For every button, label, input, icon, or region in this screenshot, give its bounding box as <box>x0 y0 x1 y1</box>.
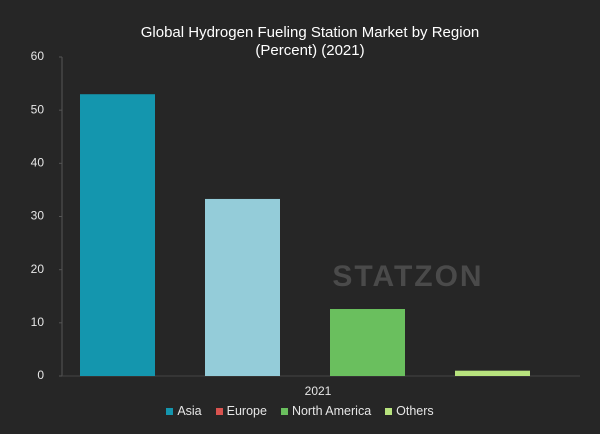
legend-item: Asia <box>166 404 202 418</box>
y-tick-label: 60 <box>31 49 45 63</box>
legend-label: North America <box>291 404 372 418</box>
y-tick-label: 30 <box>31 209 45 223</box>
legend-swatch <box>280 407 288 415</box>
watermark: STATZON <box>332 260 483 293</box>
legend-label: Asia <box>177 404 202 418</box>
x-tick-label: 2021 <box>305 384 332 398</box>
legend-swatch <box>166 407 174 415</box>
bar <box>330 309 405 376</box>
legend-item: North America <box>280 404 372 418</box>
y-tick-label: 10 <box>31 315 45 329</box>
legend-item: Others <box>385 404 434 418</box>
chart-title: Global Hydrogen Fueling Station Market b… <box>140 24 480 59</box>
legend-swatch <box>385 407 393 415</box>
y-tick-label: 0 <box>37 368 44 382</box>
bar <box>205 198 280 376</box>
y-tick-label: 50 <box>31 102 45 116</box>
bar <box>455 370 530 376</box>
legend-item: Europe <box>215 404 267 418</box>
legend-label: Europe <box>226 404 267 418</box>
bar <box>80 94 155 376</box>
y-tick-label: 20 <box>31 262 45 276</box>
legend-swatch <box>215 407 223 415</box>
legend: Asia Europe North America Others <box>0 404 600 418</box>
legend-label: Others <box>396 404 434 418</box>
y-tick-label: 40 <box>31 156 45 170</box>
